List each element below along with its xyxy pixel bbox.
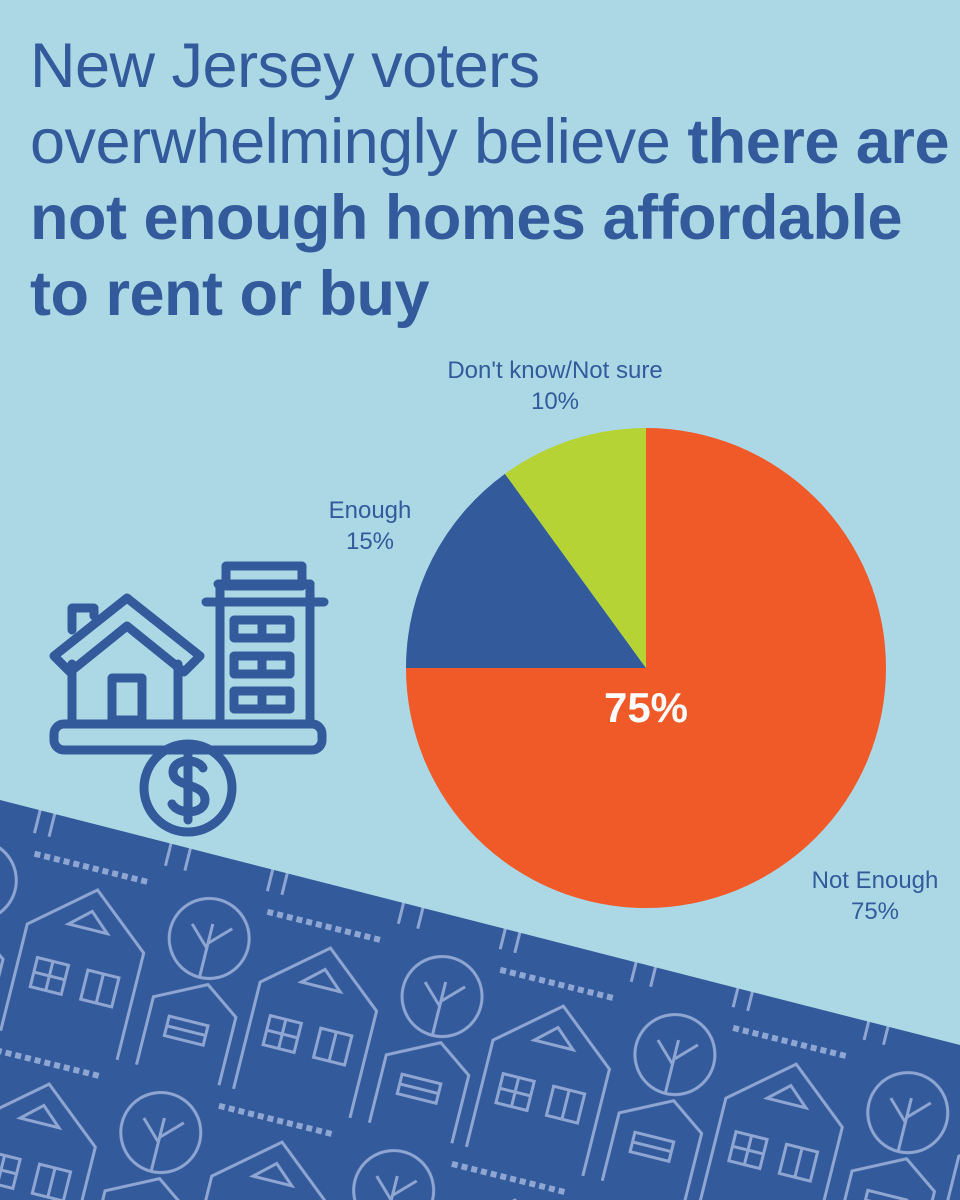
label-dont-know-name: Don't know/Not sure <box>447 357 663 384</box>
label-not-enough-name: Not Enough <box>811 867 939 894</box>
label-not-enough-value: 75% <box>850 898 900 925</box>
center-value-label: 75% <box>603 684 689 731</box>
housing-affordability-icon <box>49 561 329 837</box>
title-bold: there are not enough homes affordable to… <box>30 107 949 329</box>
apartment-building-icon <box>201 561 329 725</box>
houses-band <box>0 800 960 1200</box>
dollar-coin-icon <box>139 739 237 837</box>
pie-slice-don-t-know-not-sure <box>504 428 646 668</box>
pie-slice-enough <box>406 473 646 668</box>
label-dont-know-value: 10% <box>530 388 580 415</box>
page-title: New Jersey voters overwhelmingly believe… <box>30 28 950 332</box>
label-dont-know: Don't know/Not sure 10% <box>410 355 700 417</box>
label-enough-name: Enough <box>328 497 412 524</box>
label-enough-value: 15% <box>345 528 395 555</box>
label-enough: Enough 15% <box>310 495 430 557</box>
label-not-enough: Not Enough 75% <box>795 865 955 927</box>
balance-beam <box>49 719 327 755</box>
title-regular: New Jersey voters overwhelmingly believe <box>30 31 688 177</box>
